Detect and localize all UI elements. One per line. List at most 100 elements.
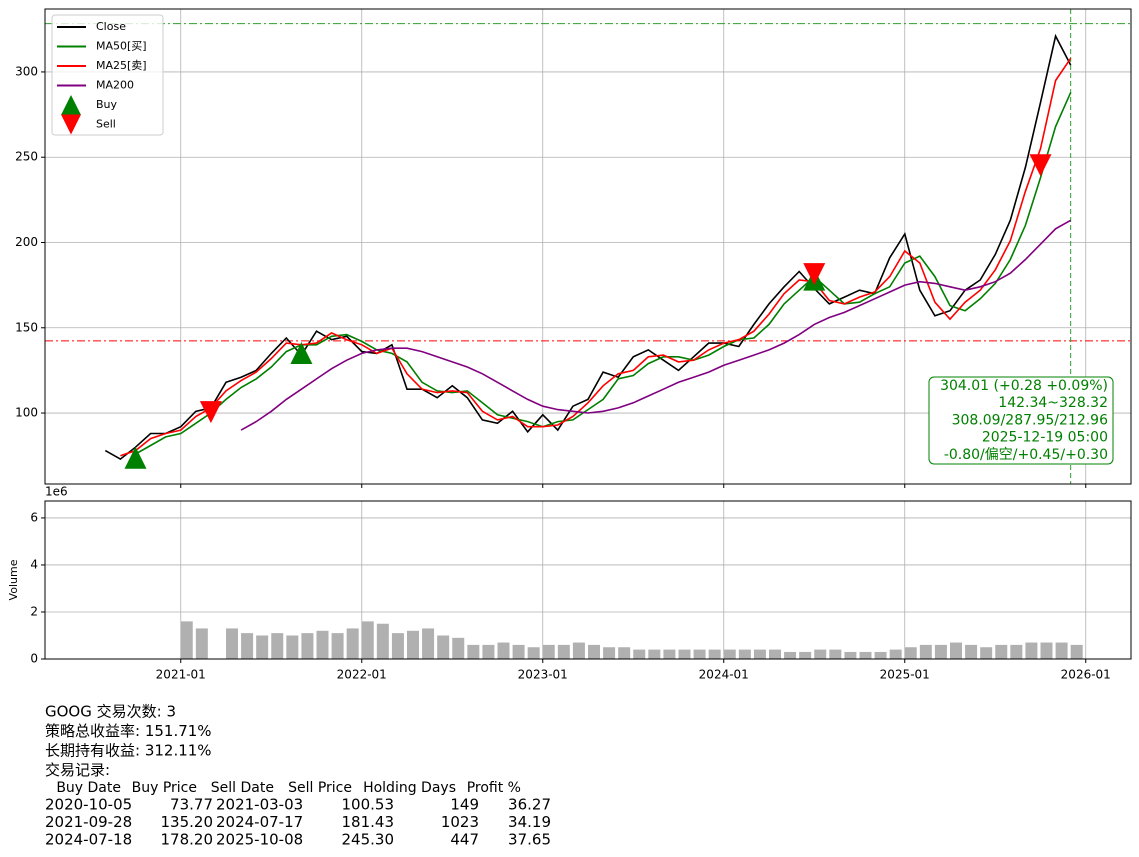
volume-bar (437, 635, 450, 659)
volume-bar (738, 649, 751, 659)
volume-bar (708, 649, 721, 659)
series-line (120, 57, 1072, 457)
volume-bar (376, 623, 389, 659)
volume-bar (874, 651, 887, 659)
legend-box (51, 14, 164, 136)
y-tick-label: 250 (15, 150, 38, 164)
y-tick-label: 0 (30, 652, 38, 666)
annotation-box (928, 376, 1114, 465)
volume-bar (889, 649, 902, 659)
table-cell: 73.77 (170, 796, 213, 814)
x-tick-label: 2023-01 (518, 668, 568, 682)
volume-bar (331, 633, 344, 659)
volume-bar (512, 644, 525, 659)
volume-bar (1040, 642, 1053, 659)
signal-marker (290, 342, 313, 365)
x-tick-label: 2026-01 (1061, 668, 1111, 682)
table-cell: 181.43 (342, 813, 395, 831)
table-cell: 447 (450, 831, 479, 849)
volume-bar (995, 644, 1008, 659)
table-header: Sell Price (288, 780, 352, 796)
table-header: Buy Price (132, 780, 197, 796)
table-cell: 2024-07-17 (216, 813, 303, 831)
volume-bar (241, 633, 254, 659)
table-cell: 37.65 (508, 831, 551, 849)
y-tick-label: 150 (15, 320, 38, 334)
volume-bar (180, 621, 193, 659)
annotation-text: 304.01 (+0.28 +0.09%) (940, 378, 1108, 394)
volume-bar (723, 649, 736, 659)
series-line (240, 219, 1072, 431)
report-line: 策略总收益率: 151.71% (45, 722, 212, 740)
table-cell: 135.20 (161, 813, 214, 831)
volume-bar (950, 642, 962, 659)
volume-bar (452, 637, 465, 659)
x-tick-label: 2024-01 (699, 668, 749, 682)
volume-bar (633, 649, 646, 659)
volume-bar (407, 630, 419, 659)
table-header: Holding Days (363, 780, 456, 796)
table-header: Profit % (467, 780, 521, 796)
table-cell: 100.53 (342, 796, 395, 814)
table-header: Buy Date (56, 780, 121, 796)
volume-bar (557, 644, 570, 659)
volume-bar (497, 642, 510, 659)
volume-bar (663, 649, 676, 659)
series-line (104, 33, 1072, 461)
y-tick-label: 200 (15, 235, 38, 249)
volume-bar (542, 644, 555, 659)
annotation-text: 308.09/287.95/212.96 (952, 412, 1108, 428)
report-line: GOOG 交易次数: 3 (45, 703, 176, 721)
table-cell: 36.27 (508, 796, 551, 814)
volume-bar (391, 633, 404, 659)
y-axis-label: Volume (7, 559, 20, 600)
table-cell: 178.20 (161, 831, 214, 849)
volume-bar (799, 651, 812, 659)
volume-bar (814, 649, 827, 659)
table-cell: 149 (450, 796, 479, 814)
volume-bar (648, 649, 661, 659)
x-tick-label: 2021-01 (156, 668, 206, 682)
volume-bar (422, 628, 435, 659)
volume-bar (784, 651, 797, 659)
y-tick-label: 6 (30, 510, 38, 524)
legend-label: MA25[卖] (96, 59, 147, 72)
report-line: 长期持有收益: 312.11% (45, 742, 212, 760)
volume-bar (618, 647, 631, 659)
volume-bar (361, 621, 374, 659)
volume-bar (678, 649, 691, 659)
y-tick-label: 2 (30, 604, 38, 618)
table-cell: 2025-10-08 (216, 831, 303, 849)
volume-bar (588, 644, 600, 659)
table-cell: 245.30 (342, 831, 395, 849)
volume-bar (693, 649, 706, 659)
volume-bar (919, 644, 932, 659)
table-header: Sell Date (211, 780, 274, 796)
y-tick-label: 4 (30, 557, 38, 571)
volume-bar (256, 635, 269, 659)
volume-bar (195, 628, 208, 659)
signal-marker (199, 401, 222, 424)
y-tick-label: 300 (15, 64, 38, 78)
signal-marker (803, 263, 826, 286)
volume-bar (934, 644, 947, 659)
volume-bar (527, 647, 540, 659)
table-cell: 2020-10-05 (45, 796, 132, 814)
table-cell: 1023 (441, 813, 479, 831)
volume-bar (980, 647, 993, 659)
legend-label: Close (96, 20, 126, 33)
volume-bar (844, 651, 857, 659)
volume-bar (1010, 644, 1023, 659)
table-cell: 2021-03-03 (216, 796, 303, 814)
axes-frame (44, 500, 1132, 660)
volume-bar (965, 644, 978, 659)
volume-bar (482, 644, 495, 659)
legend-marker (61, 114, 81, 135)
volume-bar (226, 628, 238, 659)
volume-bar (572, 642, 585, 659)
volume-bar (286, 635, 299, 659)
signal-marker (124, 446, 147, 469)
axes-frame (44, 8, 1132, 485)
report-line: 交易记录: (45, 761, 110, 779)
y-tick-label: 100 (15, 406, 38, 420)
